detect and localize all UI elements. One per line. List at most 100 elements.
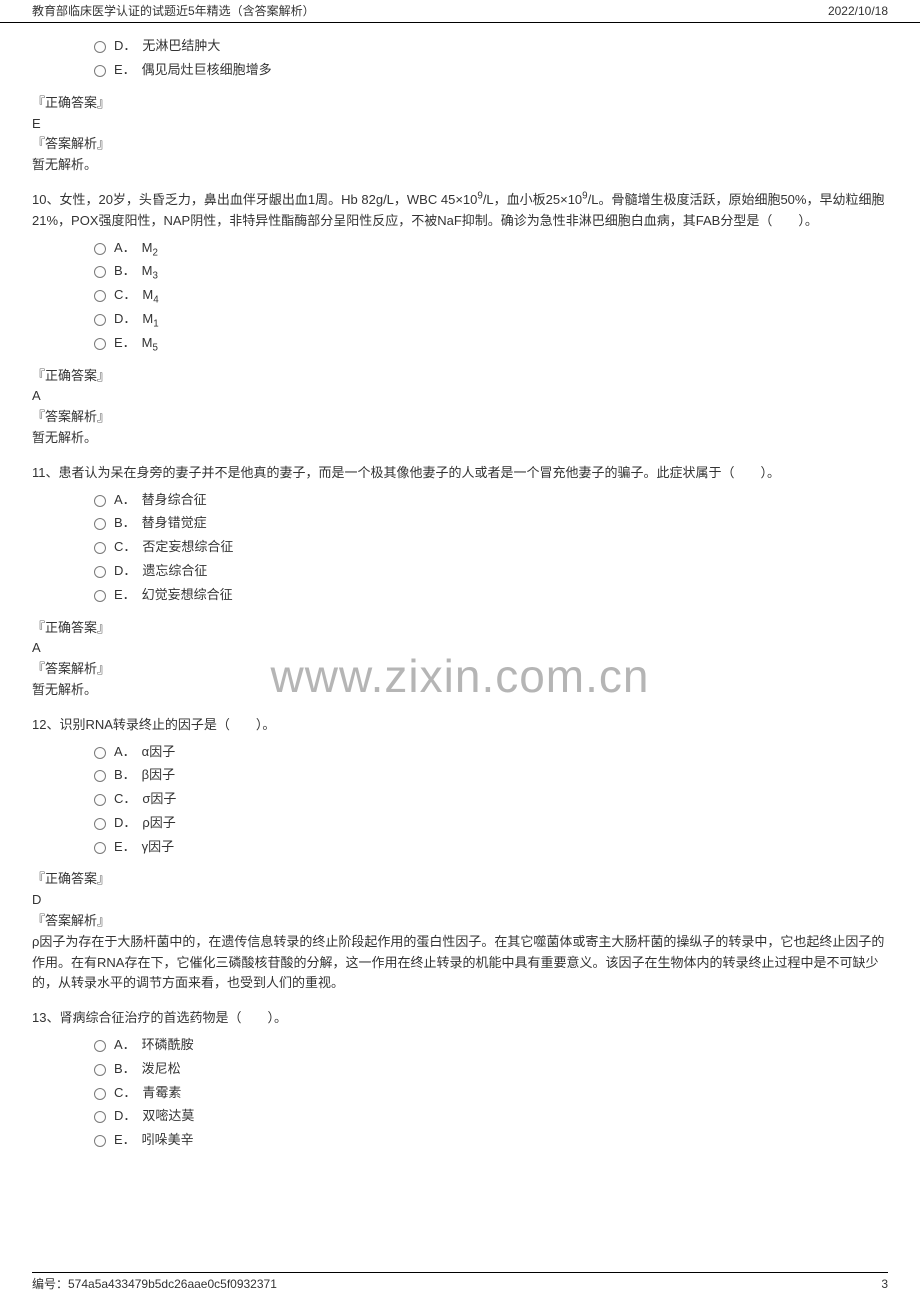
q11-option-b[interactable]: B． 替身错觉症 bbox=[32, 513, 888, 534]
q10-option-a[interactable]: A． M2 bbox=[32, 238, 888, 259]
radio-icon bbox=[94, 243, 106, 255]
q10-option-c[interactable]: C． M4 bbox=[32, 285, 888, 306]
option-letter: C． bbox=[114, 537, 136, 558]
page-content: D． 无淋巴结肿大 E． 偶见局灶巨核细胞增多 『正确答案』 E 『答案解析』 … bbox=[0, 23, 920, 1151]
radio-icon bbox=[94, 518, 106, 530]
q11-option-c[interactable]: C． 否定妄想综合征 bbox=[32, 537, 888, 558]
footer-page-number: 3 bbox=[881, 1275, 888, 1294]
option-text: 吲哚美辛 bbox=[142, 1130, 194, 1151]
q9-option-e[interactable]: E． 偶见局灶巨核细胞增多 bbox=[32, 60, 888, 81]
q10-option-e[interactable]: E． M5 bbox=[32, 333, 888, 354]
option-letter: D． bbox=[114, 561, 136, 582]
option-base: M bbox=[142, 335, 153, 350]
subscript: 4 bbox=[153, 295, 158, 306]
q12-option-c[interactable]: C． σ因子 bbox=[32, 789, 888, 810]
radio-icon bbox=[94, 842, 106, 854]
correct-answer-value: A bbox=[32, 386, 888, 407]
radio-icon bbox=[94, 770, 106, 782]
q13-stem: 13、肾病综合征治疗的首选药物是（ ）。 bbox=[32, 1008, 888, 1029]
option-text: ρ因子 bbox=[142, 813, 175, 834]
option-letter: E． bbox=[114, 60, 136, 81]
option-text: M5 bbox=[142, 333, 158, 354]
option-letter: C． bbox=[114, 1083, 136, 1104]
q10-option-d[interactable]: D． M1 bbox=[32, 309, 888, 330]
option-letter: D． bbox=[114, 813, 136, 834]
correct-answer-label: 『正确答案』 bbox=[32, 93, 888, 114]
option-text: 双嘧达莫 bbox=[142, 1106, 194, 1127]
option-base: M bbox=[142, 263, 153, 278]
q9-answer-block: 『正确答案』 E 『答案解析』 暂无解析。 bbox=[32, 93, 888, 176]
option-text: 偶见局灶巨核细胞增多 bbox=[142, 60, 272, 81]
q10-option-b[interactable]: B． M3 bbox=[32, 261, 888, 282]
radio-icon bbox=[94, 542, 106, 554]
option-letter: B． bbox=[114, 513, 136, 534]
q11-option-e[interactable]: E． 幻觉妄想综合征 bbox=[32, 585, 888, 606]
radio-icon bbox=[94, 266, 106, 278]
analysis-label: 『答案解析』 bbox=[32, 407, 888, 428]
q11-option-a[interactable]: A． 替身综合征 bbox=[32, 490, 888, 511]
option-text: M4 bbox=[142, 285, 158, 306]
option-letter: E． bbox=[114, 837, 136, 858]
header-title: 教育部临床医学认证的试题近5年精选（含答案解析） bbox=[32, 2, 315, 21]
correct-answer-value: A bbox=[32, 638, 888, 659]
q13-option-c[interactable]: C． 青霉素 bbox=[32, 1083, 888, 1104]
option-text: β因子 bbox=[142, 765, 175, 786]
q13-option-d[interactable]: D． 双嘧达莫 bbox=[32, 1106, 888, 1127]
radio-icon bbox=[94, 818, 106, 830]
radio-icon bbox=[94, 794, 106, 806]
q11-answer-block: 『正确答案』 A 『答案解析』 暂无解析。 bbox=[32, 618, 888, 701]
q13-option-b[interactable]: B． 泼尼松 bbox=[32, 1059, 888, 1080]
subscript: 5 bbox=[153, 342, 158, 353]
option-letter: A． bbox=[114, 238, 136, 259]
option-letter: E． bbox=[114, 585, 136, 606]
analysis-text: 暂无解析。 bbox=[32, 428, 888, 449]
option-base: M bbox=[142, 287, 153, 302]
q13-option-e[interactable]: E． 吲哚美辛 bbox=[32, 1130, 888, 1151]
option-letter: A． bbox=[114, 490, 136, 511]
option-text: M2 bbox=[142, 238, 158, 259]
q13-option-a[interactable]: A． 环磷酰胺 bbox=[32, 1035, 888, 1056]
option-letter: A． bbox=[114, 1035, 136, 1056]
option-letter: B． bbox=[114, 261, 136, 282]
analysis-label: 『答案解析』 bbox=[32, 134, 888, 155]
header-date: 2022/10/18 bbox=[828, 2, 888, 21]
q12-option-e[interactable]: E． γ因子 bbox=[32, 837, 888, 858]
option-letter: C． bbox=[114, 789, 136, 810]
radio-icon bbox=[94, 1111, 106, 1123]
option-letter: A． bbox=[114, 742, 136, 763]
q11-stem: 11、患者认为呆在身旁的妻子并不是他真的妻子，而是一个极其像他妻子的人或者是一个… bbox=[32, 463, 888, 484]
option-text: γ因子 bbox=[142, 837, 175, 858]
q10-stem-part2: /L，血小板25×10 bbox=[483, 192, 582, 207]
radio-icon bbox=[94, 338, 106, 350]
q11-option-d[interactable]: D． 遗忘综合征 bbox=[32, 561, 888, 582]
radio-icon bbox=[94, 290, 106, 302]
analysis-label: 『答案解析』 bbox=[32, 659, 888, 680]
option-text: 青霉素 bbox=[142, 1083, 181, 1104]
option-letter: D． bbox=[114, 1106, 136, 1127]
q9-option-d[interactable]: D． 无淋巴结肿大 bbox=[32, 36, 888, 57]
option-letter: E． bbox=[114, 333, 136, 354]
q12-option-a[interactable]: A． α因子 bbox=[32, 742, 888, 763]
radio-icon bbox=[94, 747, 106, 759]
option-letter: B． bbox=[114, 765, 136, 786]
option-text: 泼尼松 bbox=[142, 1059, 181, 1080]
correct-answer-value: E bbox=[32, 114, 888, 135]
option-text: α因子 bbox=[142, 742, 176, 763]
correct-answer-label: 『正确答案』 bbox=[32, 366, 888, 387]
radio-icon bbox=[94, 1088, 106, 1100]
correct-answer-label: 『正确答案』 bbox=[32, 618, 888, 639]
q12-option-d[interactable]: D． ρ因子 bbox=[32, 813, 888, 834]
analysis-label: 『答案解析』 bbox=[32, 911, 888, 932]
option-text: 替身综合征 bbox=[142, 490, 207, 511]
radio-icon bbox=[94, 65, 106, 77]
q12-option-b[interactable]: B． β因子 bbox=[32, 765, 888, 786]
radio-icon bbox=[94, 495, 106, 507]
option-text: 无淋巴结肿大 bbox=[142, 36, 220, 57]
option-text: 替身错觉症 bbox=[142, 513, 207, 534]
option-text: M3 bbox=[142, 261, 158, 282]
option-letter: D． bbox=[114, 36, 136, 57]
option-base: M bbox=[142, 311, 153, 326]
q10-answer-block: 『正确答案』 A 『答案解析』 暂无解析。 bbox=[32, 366, 888, 449]
subscript: 2 bbox=[153, 247, 158, 258]
subscript: 1 bbox=[153, 319, 158, 330]
